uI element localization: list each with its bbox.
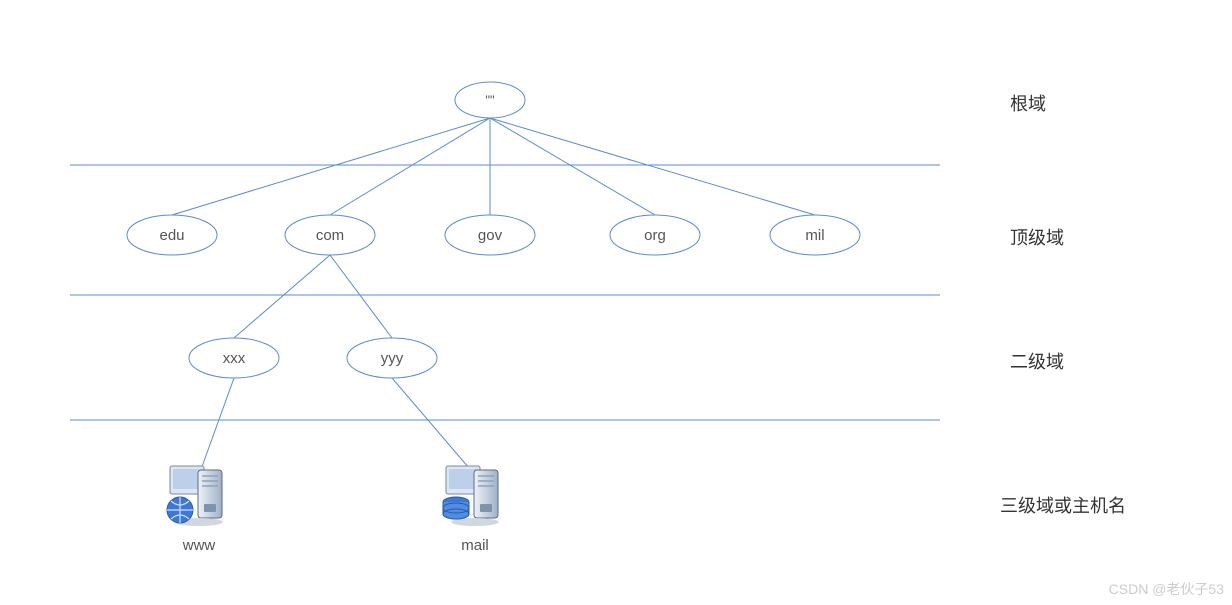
server-web-icon (164, 460, 234, 530)
svg-text:yyy: yyy (381, 350, 404, 367)
svg-text:gov: gov (478, 227, 503, 244)
svg-text:org: org (644, 227, 666, 244)
server-db-icon (440, 460, 510, 530)
svg-text:mil: mil (805, 227, 824, 244)
svg-text:xxx: xxx (223, 350, 246, 367)
host-label-mail: mail (440, 537, 510, 554)
row-label-host: 三级域或主机名 (1000, 492, 1126, 518)
svg-text:"": "" (485, 92, 495, 107)
row-label-second: 二级域 (1010, 348, 1064, 374)
host-label-www: www (164, 537, 234, 554)
row-label-root: 根域 (1010, 90, 1046, 116)
row-label-tld: 顶级域 (1010, 224, 1064, 250)
watermark-text: CSDN @老伙子53 (1109, 579, 1224, 599)
svg-text:edu: edu (159, 227, 184, 244)
svg-text:com: com (316, 227, 344, 244)
